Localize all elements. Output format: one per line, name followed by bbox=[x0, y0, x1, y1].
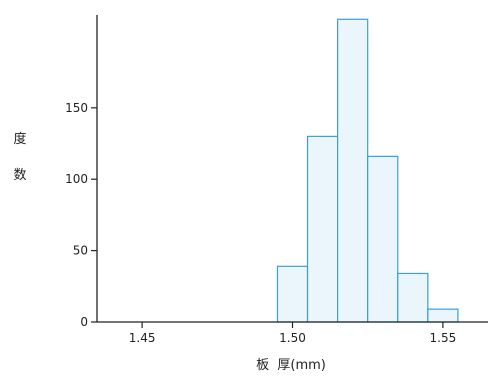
y-axis-label-char-1: 度 bbox=[13, 131, 26, 147]
x-tick-label-2: 1.50 bbox=[279, 331, 306, 345]
x-tick-label-1: 1.45 bbox=[129, 331, 156, 345]
x-axis-label: 板 厚(mm) bbox=[256, 358, 326, 373]
histogram-bar-4 bbox=[367, 155, 399, 323]
y-tick-label-2: 50 bbox=[73, 244, 88, 258]
bars-group bbox=[276, 18, 459, 323]
x-tick-label-3: 1.55 bbox=[430, 331, 457, 345]
x-ticks-group: 1.45 1.50 1.55 bbox=[129, 322, 456, 345]
histogram-bar-2 bbox=[306, 135, 339, 323]
y-tick-label-1: 0 bbox=[80, 315, 88, 329]
y-axis-label-char-2: 数 bbox=[13, 168, 26, 183]
y-tick-label-3: 100 bbox=[65, 172, 88, 186]
y-tick-label-4: 150 bbox=[65, 101, 88, 115]
histogram-bar-6 bbox=[427, 308, 459, 323]
histogram-bar-3 bbox=[337, 18, 369, 323]
histogram-bar-1 bbox=[276, 265, 309, 323]
y-ticks-group: 0 50 100 150 bbox=[65, 101, 97, 329]
histogram-bar-5 bbox=[397, 272, 429, 323]
